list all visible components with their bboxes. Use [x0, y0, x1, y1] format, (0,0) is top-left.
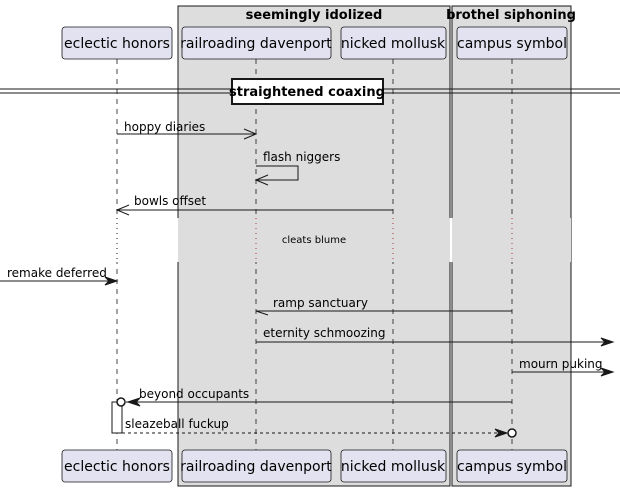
message-bowls-offset: bowls offset: [115, 194, 393, 216]
message-sleazeball-fuckup: sleazeball fuckup: [122, 417, 517, 438]
participant-label: nicked mollusk: [341, 459, 446, 475]
message-mourn-puking: mourn puking: [512, 357, 615, 377]
message-label: remake deferred: [7, 266, 107, 280]
participant-label: nicked mollusk: [341, 36, 446, 52]
message-label: hoppy diaries: [124, 120, 205, 134]
participant-label: railroading davenport: [180, 459, 332, 475]
message-label: ramp sanctuary: [273, 296, 368, 310]
message-eternity-schmoozing: eternity schmoozing: [256, 326, 615, 347]
participant-campus-symbol-bottom: campus symbol: [456, 449, 568, 483]
message-beyond-occupants: beyond occupants: [116, 387, 512, 407]
participant-eclectic-honors-top: eclectic honors: [61, 26, 173, 60]
message-label: eternity schmoozing: [263, 326, 385, 340]
participant-label: campus symbol: [457, 36, 567, 52]
message-label: sleazeball fuckup: [125, 417, 229, 431]
message-hoppy-diaries: hoppy diaries: [117, 120, 258, 140]
divider-label: straightened coaxing: [229, 85, 385, 100]
participant-campus-symbol-top: campus symbol: [456, 26, 568, 60]
participant-nicked-mollusk-bottom: nicked mollusk: [340, 449, 447, 483]
message-label: bowls offset: [134, 194, 206, 208]
participant-label: campus symbol: [457, 459, 567, 475]
message-label: mourn puking: [519, 357, 603, 371]
group-title: seemingly idolized: [246, 8, 383, 23]
group-title: brothel siphoning: [446, 8, 576, 23]
message-remake-deferred: remake deferred: [0, 266, 119, 286]
participant-railroading-davenport-bottom: railroading davenport: [180, 449, 332, 483]
delay-region: cleats blume: [100, 218, 571, 262]
participant-eclectic-honors-bottom: eclectic honors: [61, 449, 173, 483]
divider: straightened coaxing: [0, 78, 620, 105]
participant-nicked-mollusk-top: nicked mollusk: [340, 26, 447, 60]
participant-railroading-davenport-top: railroading davenport: [180, 26, 332, 60]
participant-label: railroading davenport: [180, 36, 332, 52]
participant-label: eclectic honors: [64, 459, 170, 475]
message-ramp-sanctuary: ramp sanctuary: [255, 296, 512, 316]
participant-label: eclectic honors: [64, 36, 170, 52]
delay-label: cleats blume: [282, 235, 346, 246]
message-label: beyond occupants: [139, 387, 249, 401]
message-flash-niggers: flash niggers: [254, 150, 340, 186]
message-label: flash niggers: [263, 150, 340, 164]
